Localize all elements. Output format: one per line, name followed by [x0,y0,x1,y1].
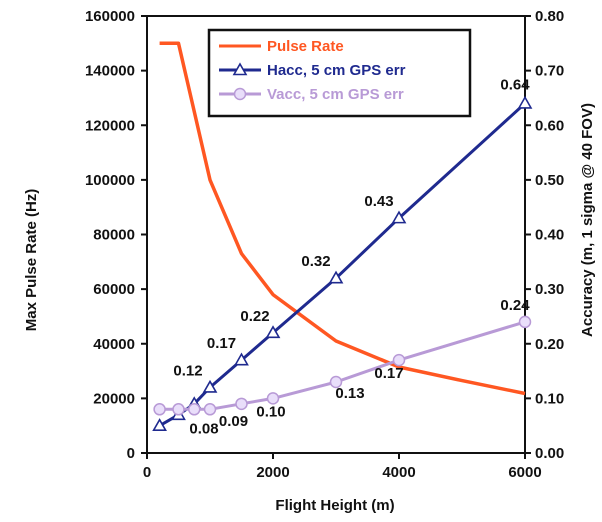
legend-circle-marker [233,87,247,101]
circle-marker [203,403,217,416]
x-tick-label: 0 [143,464,151,481]
data-label: 0.08 [189,420,218,437]
legend-label: Pulse Rate [267,38,344,55]
y-axis-left-title: Max Pulse Rate (Hz) [23,189,40,332]
legend: Pulse Rate Hacc, 5 cm GPS err Vacc, 5 cm G… [207,28,472,118]
circle-marker [188,403,201,416]
data-label: 0.10 [256,403,285,420]
data-label: 0.22 [240,308,269,325]
x-axis-title: Flight Height (m) [275,497,394,514]
data-label: 0.17 [374,365,403,382]
circle-marker [392,353,406,367]
y-axis-right-title: Accuracy (m, 1 sigma @ 40 FOV) [579,103,596,337]
legend-label: Vacc, 5 cm GPS err [267,86,404,103]
y-right-tick-label: 0.10 [535,390,564,407]
y-right-tick-label: 0.60 [535,117,564,134]
data-label: 0.43 [364,193,393,210]
data-label: 0.13 [335,385,364,402]
data-label: 0.64 [500,76,530,93]
y-left-tick-label: 160000 [85,8,135,25]
series-line-0 [159,41,526,396]
series-group [152,41,533,431]
triangle-marker [517,95,533,109]
circle-marker [235,397,248,411]
y-left-tick-label: 60000 [93,281,135,298]
y-left-tick-label: 80000 [93,227,135,244]
x-tick-label: 2000 [256,464,289,481]
triangle-marker [328,270,344,284]
y-right-tick-label: 0.40 [535,227,564,244]
y-right-tick-label: 0.20 [535,336,564,353]
circle-marker [266,392,280,405]
y-right-tick-label: 0.50 [535,172,564,189]
circle-marker [518,315,532,329]
legend-box [207,28,472,118]
y-left-tick-label: 120000 [85,117,135,134]
x-tick-label: 4000 [382,464,415,481]
triangle-marker [234,352,249,366]
y-left-tick-label: 40000 [93,336,135,353]
axes: 0 2000 4000 6000020000400006000080000100000… [85,8,564,481]
circle-marker [153,403,166,416]
triangle-marker [202,379,218,393]
circle-marker [172,403,185,416]
y-right-tick-label: 0.80 [535,8,564,25]
y-right-tick-label: 0.30 [535,281,564,298]
series-line-1 [158,102,527,427]
data-labels: 0.120.170.220.320.430.640.08 0.090.100.13… [173,76,530,437]
y-left-tick-label: 140000 [85,63,135,80]
data-label: 0.32 [301,253,330,270]
legend-triangle-marker [232,62,248,76]
legend-label: Hacc, 5 cm GPS err [267,62,406,79]
triangle-marker [391,210,407,224]
circle-marker [329,375,343,389]
triangle-marker [152,418,167,431]
data-label: 0.24 [500,297,530,314]
triangle-marker [265,325,281,339]
y-right-tick-label: 0.70 [535,63,564,80]
y-left-tick-label: 0 [127,445,135,462]
y-right-tick-label: 0.00 [535,445,564,462]
data-label: 0.12 [173,362,202,379]
x-tick-label: 6000 [508,464,541,481]
y-left-tick-label: 20000 [93,390,135,407]
y-left-tick-label: 100000 [85,172,135,189]
data-label: 0.17 [207,335,236,352]
data-label: 0.09 [219,413,248,430]
